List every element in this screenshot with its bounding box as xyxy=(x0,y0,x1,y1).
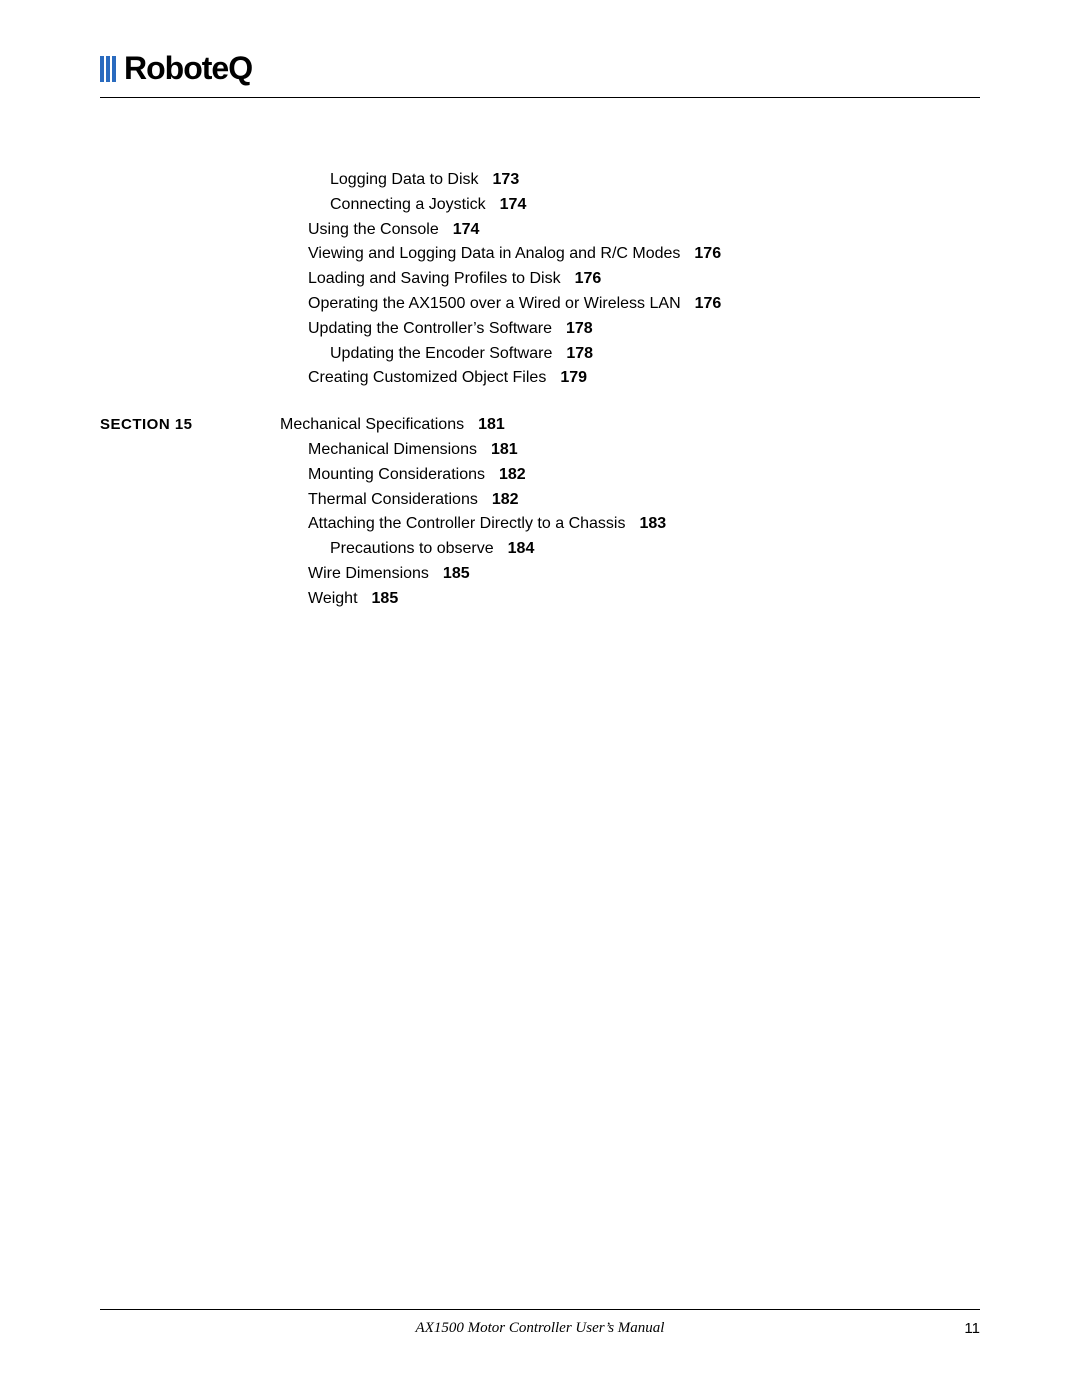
toc-entry[interactable]: Creating Customized Object Files 179 xyxy=(308,366,980,391)
toc-entry-title: Mechanical Specifications xyxy=(280,416,464,433)
toc-entry[interactable]: Using the Console 174 xyxy=(308,218,980,243)
logo-bars-icon xyxy=(100,56,116,82)
toc-entries: Logging Data to Disk 173 Connecting a Joy… xyxy=(280,168,980,391)
toc-entry-title: Creating Customized Object Files xyxy=(308,369,546,386)
toc-entry[interactable]: Operating the AX1500 over a Wired or Wir… xyxy=(308,292,980,317)
footer: AX1500 Motor Controller User’s Manual 11 xyxy=(100,1309,980,1337)
toc-entry[interactable]: Updating the Encoder Software 178 xyxy=(330,342,980,367)
toc-entry[interactable]: Mechanical Specifications 181 xyxy=(280,413,980,438)
toc-entry-page: 182 xyxy=(499,466,526,483)
toc-entry-page: 176 xyxy=(575,270,602,287)
toc-entry-page: 181 xyxy=(491,441,518,458)
toc-entry-title: Wire Dimensions xyxy=(308,565,429,582)
toc-entries: Mechanical Specifications 181 Mechanical … xyxy=(280,413,980,611)
toc-entry[interactable]: Mechanical Dimensions 181 xyxy=(308,438,980,463)
toc-entry-title: Logging Data to Disk xyxy=(330,171,479,188)
toc-entry[interactable]: Viewing and Logging Data in Analog and R… xyxy=(308,242,980,267)
toc-entry-page: 182 xyxy=(492,491,519,508)
toc-entry-title: Loading and Saving Profiles to Disk xyxy=(308,270,561,287)
toc-entry-page: 181 xyxy=(478,416,505,433)
toc-entry[interactable]: Loading and Saving Profiles to Disk 176 xyxy=(308,267,980,292)
toc-entry-page: 178 xyxy=(566,320,593,337)
toc-entry[interactable]: Wire Dimensions 185 xyxy=(308,562,980,587)
toc-entry-title: Mounting Considerations xyxy=(308,466,485,483)
logo-text: RoboteQ xyxy=(124,50,252,87)
toc-entry-title: Updating the Controller’s Software xyxy=(308,320,552,337)
toc-entry-title: Thermal Considerations xyxy=(308,491,478,508)
toc-entry-page: 176 xyxy=(695,295,722,312)
page: RoboteQ Logging Data to Disk 173 Connecti… xyxy=(0,0,1080,1397)
toc-block: SECTION 15 Mechanical Specifications 181 … xyxy=(100,413,980,611)
toc-entry-title: Viewing and Logging Data in Analog and R… xyxy=(308,245,680,262)
toc-content: Logging Data to Disk 173 Connecting a Joy… xyxy=(100,168,980,612)
toc-entry[interactable]: Thermal Considerations 182 xyxy=(308,488,980,513)
toc-entry-page: 183 xyxy=(639,515,666,532)
toc-entry-page: 174 xyxy=(500,196,527,213)
toc-entry[interactable]: Updating the Controller’s Software 178 xyxy=(308,317,980,342)
toc-block: Logging Data to Disk 173 Connecting a Joy… xyxy=(100,168,980,391)
toc-entry[interactable]: Mounting Considerations 182 xyxy=(308,463,980,488)
section-label: SECTION 15 xyxy=(100,416,280,433)
toc-entry[interactable]: Connecting a Joystick 174 xyxy=(330,193,980,218)
header: RoboteQ xyxy=(100,50,980,98)
toc-entry-title: Precautions to observe xyxy=(330,540,494,557)
toc-entry[interactable]: Attaching the Controller Directly to a C… xyxy=(308,512,980,537)
toc-entry-page: 178 xyxy=(566,345,593,362)
footer-title: AX1500 Motor Controller User’s Manual xyxy=(416,1320,665,1336)
toc-entry-page: 185 xyxy=(443,565,470,582)
toc-entry[interactable]: Logging Data to Disk 173 xyxy=(330,168,980,193)
toc-entry-page: 176 xyxy=(694,245,721,262)
toc-entry-title: Updating the Encoder Software xyxy=(330,345,552,362)
toc-entry-title: Using the Console xyxy=(308,221,439,238)
toc-entry-title: Attaching the Controller Directly to a C… xyxy=(308,515,625,532)
toc-entry[interactable]: Weight 185 xyxy=(308,587,980,612)
toc-entry-title: Weight xyxy=(308,590,358,607)
toc-entry-page: 184 xyxy=(508,540,535,557)
toc-entry-page: 174 xyxy=(453,221,480,238)
footer-page-number: 11 xyxy=(964,1320,980,1337)
toc-entry[interactable]: Precautions to observe 184 xyxy=(330,537,980,562)
toc-entry-title: Connecting a Joystick xyxy=(330,196,486,213)
toc-entry-title: Operating the AX1500 over a Wired or Wir… xyxy=(308,295,681,312)
toc-entry-page: 179 xyxy=(560,369,587,386)
toc-entry-page: 185 xyxy=(372,590,399,607)
toc-entry-page: 173 xyxy=(493,171,520,188)
toc-entry-title: Mechanical Dimensions xyxy=(308,441,477,458)
